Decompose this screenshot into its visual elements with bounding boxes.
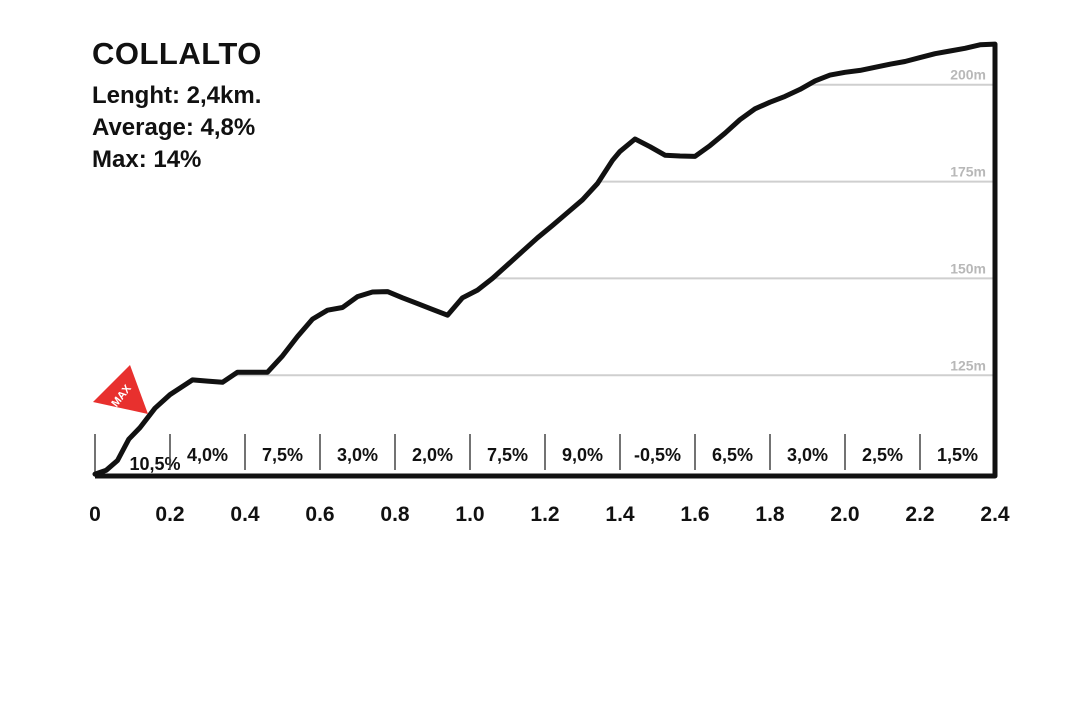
segment-grade-label-3: 3,0% [337,445,378,465]
x-tick-label-7: 1.4 [605,503,635,526]
x-tick-label-4: 0.8 [380,503,410,526]
climb-title: COLLALTO [92,36,262,71]
segment-grade-label-1: 4,0% [187,445,228,465]
segment-grade-label-8: 6,5% [712,445,753,465]
climb-max-grade: Max: 14% [92,146,202,173]
grade-segments: 10,5% 4,0% 7,5% 3,0% 2,0% 7,5% 9,0% -0,5% 6,5% 3,… [94,434,978,476]
elevation-line [92,41,998,479]
x-tick-label-1: 0.2 [155,503,184,526]
profile-layer [92,41,998,479]
x-tick-label-12: 2.4 [980,503,1010,526]
segment-grade-label-7: -0,5% [634,445,681,465]
y-gridline-label-3: 200m [950,67,986,83]
x-tick-label-9: 1.8 [755,503,785,526]
x-tick-label-2: 0.4 [230,503,260,526]
segment-grade-label-6: 9,0% [562,445,603,465]
x-tick-label-11: 2.2 [905,503,934,526]
gridlines: 125m 150m 175m 200m [232,67,995,377]
y-gridline-label-0: 125m [950,357,986,373]
max-marker-triangle [93,365,148,414]
x-tick-label-6: 1.2 [530,503,559,526]
climb-info: COLLALTO Lenght: 2,4km. Average: 4,8% Ma… [92,36,262,176]
segment-grade-label-11: 1,5% [937,445,978,465]
segment-grade-label-2: 7,5% [262,445,303,465]
y-gridline-label-1: 150m [950,260,986,276]
x-tick-label-8: 1.6 [680,503,709,526]
max-marker: MAX [93,365,148,414]
segment-grade-label-0: 10,5% [129,454,180,474]
y-gridline-label-2: 175m [950,164,986,180]
x-tick-label-10: 2.0 [830,503,859,526]
climb-length: Lenght: 2,4km. [92,82,262,109]
x-tick-label-3: 0.6 [305,503,334,526]
segment-grade-label-9: 3,0% [787,445,828,465]
segment-grade-label-4: 2,0% [412,445,453,465]
segment-grade-label-5: 7,5% [487,445,528,465]
segment-grade-label-10: 2,5% [862,445,903,465]
x-tick-label-5: 1.0 [455,503,484,526]
climb-average-grade: Average: 4,8% [92,114,256,141]
x-tick-label-0: 0 [89,503,101,526]
x-axis: 0 0.2 0.4 0.6 0.8 1.0 1.2 1.4 1.6 1.8 2.0 2.2 2.4 [89,473,1010,526]
